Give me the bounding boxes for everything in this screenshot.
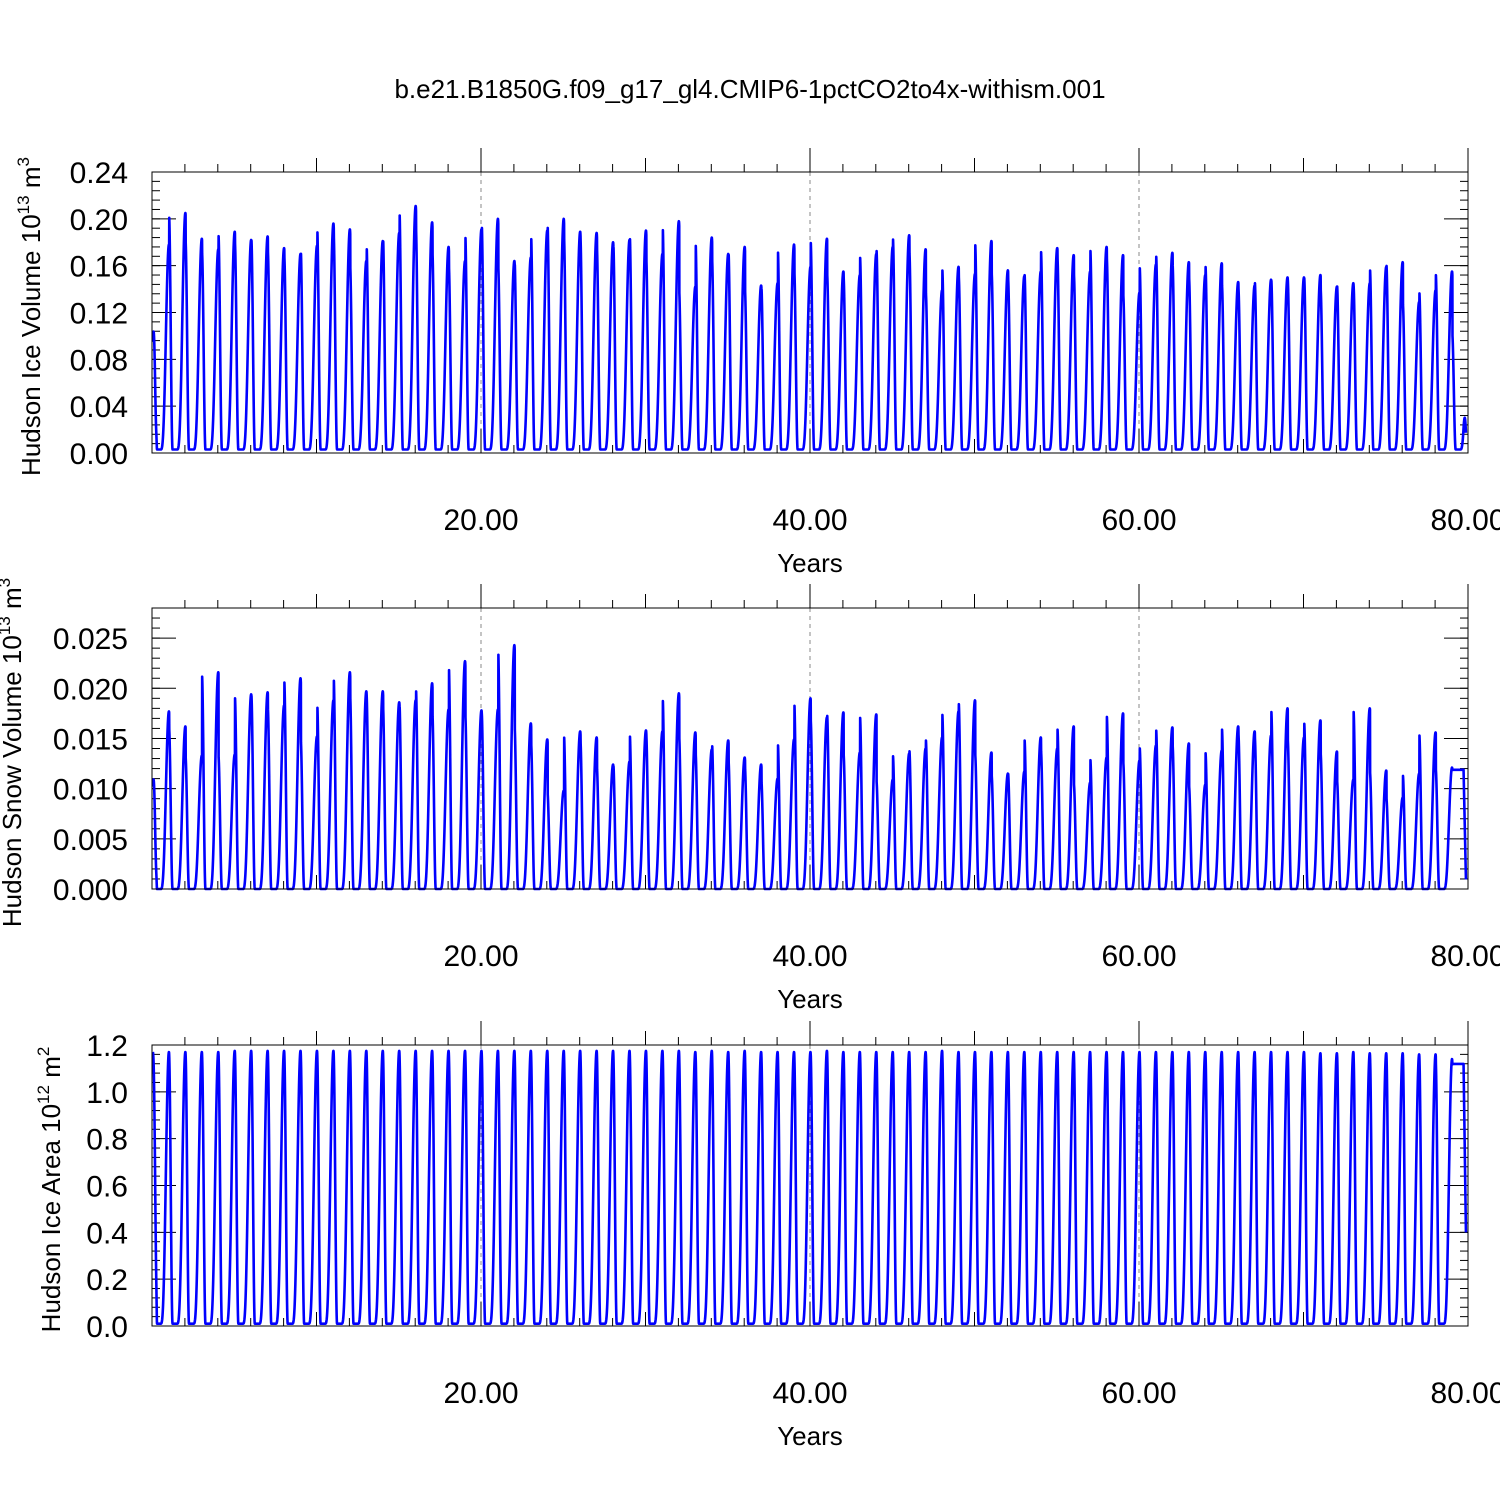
y-axis-label-unit-exponent: 3	[14, 157, 33, 166]
y-axis-label: Hudson Ice Volume 1013 m3	[14, 157, 46, 476]
x-tick-label: 80.00	[1430, 940, 1500, 973]
ice-area-series-line	[151, 1049, 1468, 1325]
ice-volume-panel: 0.00 0.04 0.08 0.12 0.16 0.20 0.24 20.00 40.00 60…	[14, 148, 1500, 578]
y-axis-label-exponent: 13	[0, 616, 14, 635]
plot-frame	[151, 171, 1469, 454]
x-axis-label: Years	[777, 1421, 843, 1451]
y-tick-label: 0.12	[70, 298, 128, 331]
y-tick-label: 1.0	[86, 1077, 128, 1110]
x-tick-label: 40.00	[772, 940, 847, 973]
y-tick-label: 0.0	[86, 1311, 128, 1344]
y-tick-label: 0.4	[86, 1217, 128, 1250]
y-axis-label-unit: m	[16, 167, 46, 196]
x-tick-label: 60.00	[1101, 1377, 1176, 1410]
x-tick-label: 80.00	[1430, 504, 1500, 537]
ice-volume-series-line	[151, 204, 1468, 451]
y-tick-label: 0.24	[70, 157, 128, 190]
x-tick-label: 20.00	[443, 940, 518, 973]
y-tick-label: 0.025	[53, 623, 128, 656]
panels: 0.00 0.04 0.08 0.12 0.16 0.20 0.24 20.00 40.00 60…	[0, 148, 1500, 1451]
y-tick-label: 0.010	[53, 774, 128, 807]
y-tick-label: 0.16	[70, 251, 128, 284]
y-tick-label: 0.020	[53, 673, 128, 706]
y-axis-label-unit-exponent: 3	[0, 578, 14, 587]
y-axis-label: Hudson Snow Volume 1013 m3	[0, 578, 27, 927]
plot-frame	[151, 1044, 1469, 1327]
y-tick-label: 0.000	[53, 874, 128, 907]
x-tick-label: 60.00	[1101, 940, 1176, 973]
figure-title: b.e21.B1850G.f09_g17_gl4.CMIP6-1pctCO2to…	[394, 74, 1105, 104]
y-tick-label: 0.2	[86, 1264, 128, 1297]
y-axis-label-unit: m	[36, 1056, 66, 1085]
y-tick-label: 1.2	[86, 1030, 128, 1063]
y-axis-label: Hudson Ice Area 1012 m2	[34, 1047, 66, 1333]
snow-volume-series-line	[151, 643, 1468, 891]
x-tick-label: 60.00	[1101, 504, 1176, 537]
y-tick-label: 0.08	[70, 344, 128, 377]
y-axis-label-text: Hudson Snow Volume 10	[0, 635, 27, 927]
x-tick-label: 20.00	[443, 504, 518, 537]
y-tick-label: 0.04	[70, 391, 128, 424]
x-axis-label: Years	[777, 548, 843, 578]
y-tick-label: 0.005	[53, 824, 128, 857]
x-tick-label: 40.00	[772, 504, 847, 537]
snow-volume-panel: 0.000 0.005 0.010 0.015 0.020 0.025 20.00 40.00…	[0, 578, 1500, 1014]
ice-area-panel: 0.0 0.2 0.4 0.6 0.8 1.0 1.2 20.00 40.00 60.00 80.0…	[34, 1021, 1500, 1451]
x-axis-label: Years	[777, 984, 843, 1014]
y-tick-label: 0.015	[53, 723, 128, 756]
y-axis-label-exponent: 13	[14, 195, 33, 214]
y-axis-label-exponent: 12	[34, 1085, 53, 1104]
y-tick-label: 0.6	[86, 1171, 128, 1204]
x-tick-label: 20.00	[443, 1377, 518, 1410]
x-tick-label: 40.00	[772, 1377, 847, 1410]
y-axis-label-text: Hudson Ice Area 10	[36, 1104, 66, 1332]
x-tick-label: 80.00	[1430, 1377, 1500, 1410]
y-axis-label-unit: m	[0, 587, 27, 616]
y-axis-label-text: Hudson Ice Volume 10	[16, 214, 46, 476]
y-tick-label: 0.8	[86, 1124, 128, 1157]
y-axis-label-unit-exponent: 2	[34, 1047, 53, 1056]
y-tick-label: 0.20	[70, 204, 128, 237]
y-tick-label: 0.00	[70, 438, 128, 471]
plot-frame	[151, 607, 1469, 890]
